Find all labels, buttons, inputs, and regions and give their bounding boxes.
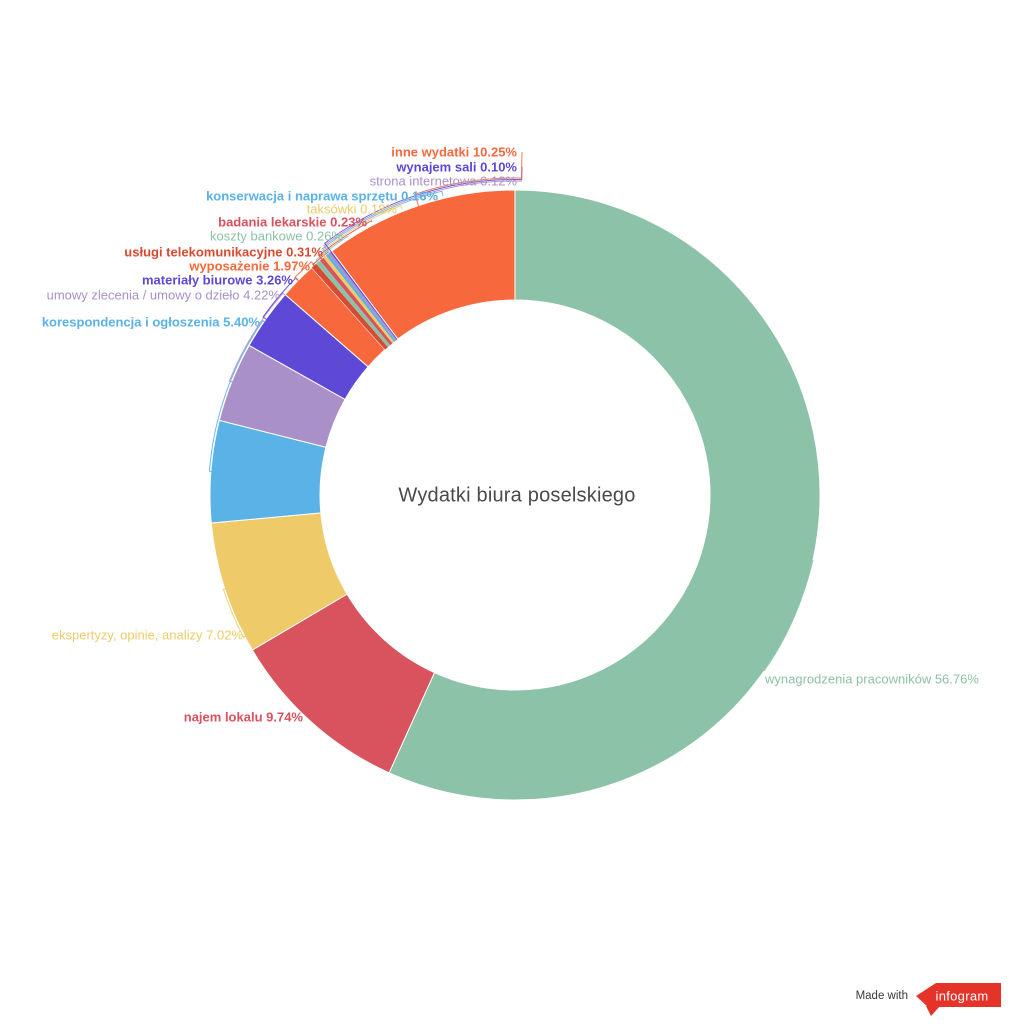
made-with-label: Made with <box>856 990 908 1002</box>
infogram-flag-tail <box>926 1006 940 1016</box>
leader-line <box>222 588 249 639</box>
slice-label: materiały biurowe 3.26% <box>142 273 293 288</box>
pie-slice[interactable] <box>326 253 396 342</box>
leader-line <box>318 220 373 261</box>
pie-slice[interactable] <box>319 257 393 346</box>
leader-line <box>305 704 324 718</box>
pie-slice[interactable] <box>323 255 395 344</box>
slice-label: badania lekarskie 0.23% <box>218 215 367 230</box>
infogram-flag-shape[interactable] <box>916 983 1001 1007</box>
chart-title: Wydatki biura poselskiego <box>398 484 636 507</box>
leader-line <box>763 559 814 672</box>
slice-label: korespondencja i ogłoszenia 5.40% <box>42 315 261 330</box>
leader-line <box>323 180 523 255</box>
slice-label: taksówki 0.18% <box>307 202 398 217</box>
slice-label: inne wydatki 10.25% <box>391 145 517 160</box>
pie-slice[interactable] <box>328 252 397 341</box>
slice-label: wynagrodzenia pracowników 56.76% <box>764 672 979 687</box>
leader-line <box>320 205 403 258</box>
infogram-logo-text[interactable]: infogram <box>936 989 989 1004</box>
slice-label: usługi telekomunikacyjne 0.31% <box>124 245 323 260</box>
pie-slice[interactable] <box>330 251 398 340</box>
slice-label: wynajem sali 0.10% <box>395 160 517 175</box>
slice-label: wyposażenie 1.97% <box>188 259 310 274</box>
pie-slice[interactable] <box>388 189 821 801</box>
pie-slice[interactable] <box>311 263 388 350</box>
slice-label: strona internetowa 0.12% <box>370 174 518 189</box>
slice-label: koszty bankowe 0.26% <box>210 229 343 244</box>
slice-label: ekspertyzy, opinie, analizy 7.02% <box>52 628 244 643</box>
leader-line <box>228 292 286 383</box>
slice-label: umowy zlecenia / umowy o dzieło 4.22% <box>47 288 281 303</box>
leader-line <box>324 166 523 253</box>
infogram-badge[interactable]: infogram <box>916 983 1001 1016</box>
leader-line <box>315 235 349 264</box>
pie-slice[interactable] <box>331 189 516 340</box>
leader-line <box>208 319 266 472</box>
infogram-credit: Made with infogram <box>840 975 1024 1024</box>
slice-label: konserwacja i naprawa sprzętu 0.16% <box>206 189 438 204</box>
leader-line <box>414 151 523 207</box>
slice-label: najem lokalu 9.74% <box>184 710 304 725</box>
pie-slice[interactable] <box>316 260 391 348</box>
leader-line <box>294 261 316 282</box>
